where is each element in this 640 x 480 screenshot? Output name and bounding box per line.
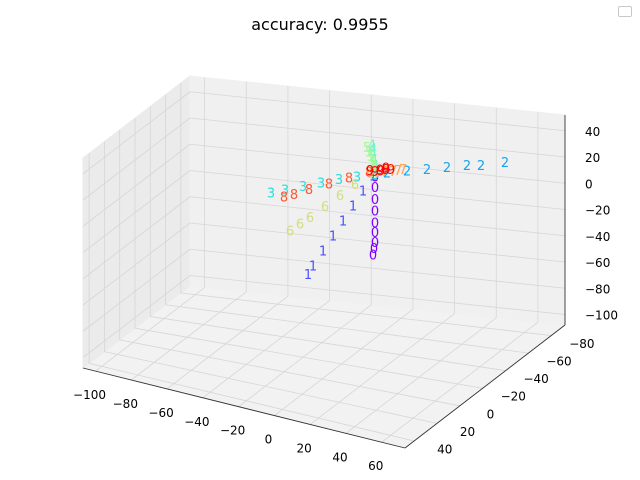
point-8: 8	[290, 188, 298, 203]
legend	[618, 6, 632, 17]
x-tick-label: 40	[332, 450, 347, 464]
x-tick-label: 60	[368, 459, 383, 473]
point-8: 8	[345, 172, 353, 187]
point-0: 0	[369, 249, 377, 264]
x-tick-label: −80	[113, 397, 138, 411]
point-1: 1	[359, 185, 367, 200]
x-tick-label: −60	[148, 406, 173, 420]
point-8: 8	[280, 190, 288, 205]
point-6: 6	[321, 200, 329, 215]
point-1: 1	[304, 268, 312, 283]
point-1: 1	[339, 215, 347, 230]
z-tick-label: 0	[585, 177, 593, 191]
y-tick-label: 20	[460, 425, 475, 439]
point-1: 1	[349, 200, 357, 215]
point-3: 3	[335, 173, 343, 188]
point-6: 6	[286, 224, 294, 239]
point-3: 3	[267, 186, 275, 201]
point-8: 8	[325, 177, 333, 192]
z-tick-label: 20	[585, 151, 600, 165]
point-6: 6	[336, 189, 344, 204]
x-tick-label: 0	[265, 433, 273, 447]
y-tick-label: −40	[523, 372, 548, 386]
z-tick-label: 40	[585, 125, 600, 139]
point-2: 2	[477, 159, 485, 174]
z-tick-label: −80	[585, 282, 610, 296]
x-tick-label: −100	[73, 388, 106, 402]
y-tick-label: 40	[437, 442, 452, 456]
y-tick-label: −60	[546, 355, 571, 369]
point-9: 9	[382, 162, 390, 177]
chart-title: accuracy: 0.9955	[251, 15, 388, 34]
point-7: 7	[399, 163, 407, 178]
x-tick-label: −20	[220, 424, 245, 438]
point-1: 1	[319, 245, 327, 260]
z-tick-label: −20	[585, 204, 610, 218]
point-2: 2	[463, 159, 471, 174]
x-tick-label: 20	[297, 441, 312, 455]
y-tick-label: 0	[487, 407, 495, 421]
point-5: 5	[363, 141, 371, 156]
y-tick-label: −20	[501, 390, 526, 404]
point-2: 2	[423, 163, 431, 178]
point-6: 6	[306, 211, 314, 226]
point-8: 8	[305, 183, 313, 198]
x-tick-label: −40	[184, 415, 209, 429]
point-1: 1	[329, 230, 337, 245]
point-2: 2	[443, 161, 451, 176]
point-6: 6	[296, 218, 304, 233]
z-tick-label: −100	[585, 309, 618, 323]
z-tick-label: −40	[585, 230, 610, 244]
y-tick-label: −80	[569, 337, 594, 351]
point-9: 9	[366, 164, 374, 179]
point-2: 2	[501, 156, 509, 171]
z-tick-label: −60	[585, 256, 610, 270]
